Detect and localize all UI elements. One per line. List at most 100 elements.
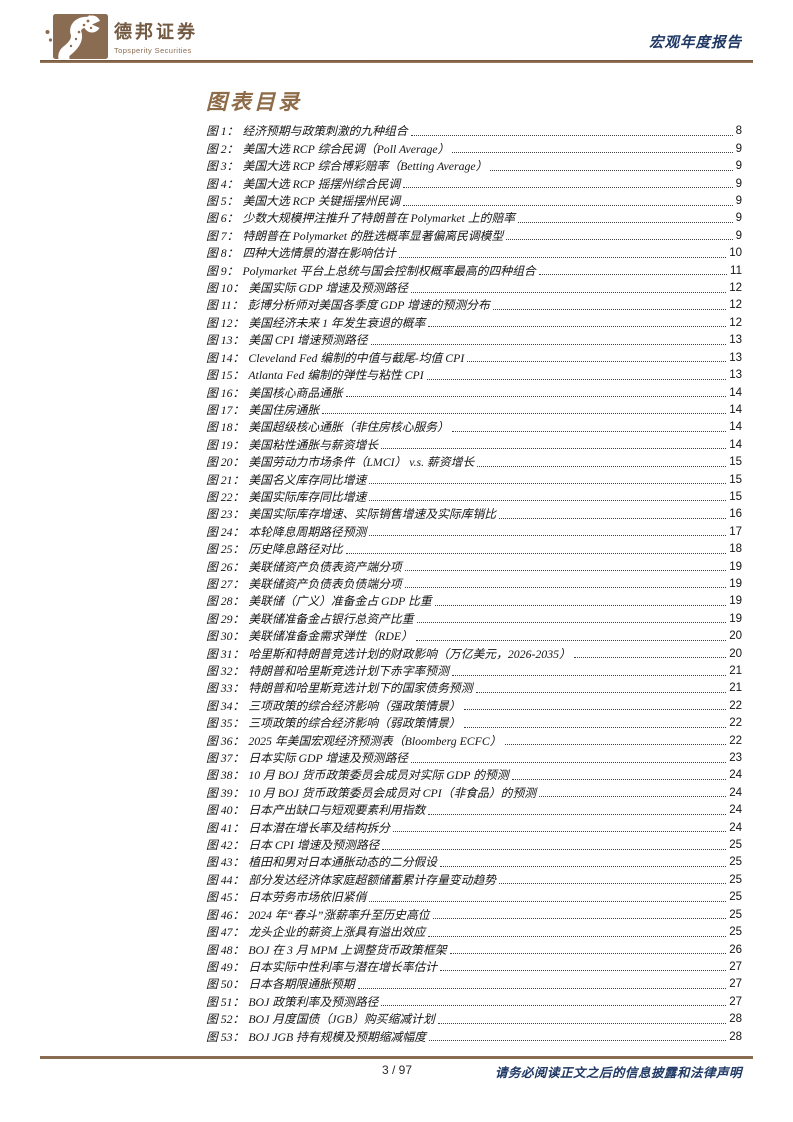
toc-entry-title: 日本实际中性利率与潜在增长率估计 [248,959,438,974]
toc-leader-dots [345,396,727,397]
toc-entry-number: 图 8： [206,246,239,261]
toc-entry[interactable]: 图 37： 日本实际 GDP 增速及预测路径 23 [206,749,742,766]
toc-entry-number: 图 4： [206,176,239,191]
report-type-label: 宏观年度报告 [649,35,742,51]
toc-entry[interactable]: 图 45： 日本劳务市场依旧紧俏 25 [206,888,742,905]
toc-leader-dots [499,883,727,885]
toc-entry-title: 日本实际 GDP 增速及预测路径 [248,751,409,766]
toc-entry[interactable]: 图 21： 美国名义库存同比增速 15 [206,470,742,487]
toc-entry[interactable]: 图 52： BOJ 月度国债（JGB）购买缩减计划 28 [206,1010,742,1027]
toc-entry-label: 图 16： 美国核心商品通胀 [206,386,343,401]
toc-entry-title: 特朗普在 Polymarket 的胜选概率显著偏离民调模型 [242,228,504,243]
toc-entry[interactable]: 图 17： 美国住房通胀 14 [206,401,742,418]
toc-entry-label: 图 15： Atlanta Fed 编制的弹性与粘性 CPI [206,368,424,383]
toc-entry[interactable]: 图 28： 美联储（广义）准备金占 GDP 比重 19 [206,592,742,609]
toc-leader-dots [369,500,727,502]
toc-entry-number: 图 25： [206,542,245,557]
toc-entry-title: 三项政策的综合经济影响（强政策情景） [248,698,461,713]
toc-entry[interactable]: 图 22： 美国实际库存同比增速 15 [206,488,742,505]
toc-entry-title: 美国经济未来 1 年发生衰退的概率 [248,315,426,330]
toc-entry[interactable]: 图 31： 哈里斯和特朗普竞选计划的财政影响（万亿美元，2026-2035） 20 [206,644,742,661]
toc-entry[interactable]: 图 23： 美国实际库存增速、实际销售增速及实际库销比 16 [206,505,742,522]
toc-entry[interactable]: 图 6： 少数大规模押注推升了特朗普在 Polymarket 上的赔率 9 [206,209,742,226]
toc-entry-page: 13 [729,351,742,364]
toc-entry-page: 24 [729,786,742,799]
toc-entry-label: 图 1： 经济预期与政策刺激的九种组合 [206,124,408,139]
toc-entry[interactable]: 图 53： BOJ JGB 持有规模及预期缩减幅度 28 [206,1027,742,1044]
toc-entry[interactable]: 图 42： 日本 CPI 增速及预测路径 25 [206,836,742,853]
toc-entry[interactable]: 图 48： BOJ 在 3 月 MPM 上调整货币政策框架 26 [206,940,742,957]
toc-entry[interactable]: 图 19： 美国粘性通胀与薪资增长 14 [206,435,742,452]
toc-entry-label: 图 30： 美联储准备金需求弹性（RDE） [206,629,413,644]
toc-entry[interactable]: 图 40： 日本产出缺口与短观要素利用指数 24 [206,801,742,818]
toc-entry-page: 27 [729,960,742,973]
toc-entry-label: 图 21： 美国名义库存同比增速 [206,473,366,488]
toc-entry[interactable]: 图 26： 美联储资产负债表资产端分项 19 [206,557,742,574]
toc-entry[interactable]: 图 4： 美国大选 RCP 摇摆州综合民调 9 [206,174,742,191]
toc-entry[interactable]: 图 44： 部分发达经济体家庭超额储蓄累计存量变动趋势 25 [206,870,742,887]
toc-entry-title: BOJ JGB 持有规模及预期缩减幅度 [248,1029,426,1044]
toc-entry-title: 10 月 BOJ 货币政策委员会成员对实际 GDP 的预测 [248,768,509,783]
toc-entry[interactable]: 图 32： 特朗普和哈里斯竞选计划下赤字率预测 21 [206,662,742,679]
toc-entry-number: 图 33： [206,681,245,696]
toc-entry[interactable]: 图 33： 特朗普和哈里斯竞选计划下的国家债务预测 21 [206,679,742,696]
toc-entry[interactable]: 图 24： 本轮降息周期路径预测 17 [206,522,742,539]
toc-entry-title: 美国住房通胀 [248,402,320,417]
toc-entry[interactable]: 图 20： 美国劳动力市场条件（LMCI） v.s. 薪资增长 15 [206,453,742,470]
toc-entry[interactable]: 图 11： 彭博分析师对美国各季度 GDP 增速的预测分布 12 [206,296,742,313]
toc-leader-dots [428,1040,727,1042]
toc-entry[interactable]: 图 36： 2025 年美国宏观经济预测表（Bloomberg ECFC） 22 [206,731,742,748]
toc-entry[interactable]: 图 34： 三项政策的综合经济影响（强政策情景） 22 [206,696,742,713]
toc-entry[interactable]: 图 46： 2024 年“春斗”涨薪率升至历史高位 25 [206,905,742,922]
toc-entry[interactable]: 图 9： Polymarket 平台上总统与国会控制权概率最高的四种组合 11 [206,261,742,278]
toc-entry-page: 22 [729,699,742,712]
toc-entry-title: 美国粘性通胀与薪资增长 [248,437,379,452]
toc-entry[interactable]: 图 50： 日本各期限通胀预期 27 [206,975,742,992]
toc-entry[interactable]: 图 7： 特朗普在 Polymarket 的胜选概率显著偏离民调模型 9 [206,226,742,243]
toc-entry[interactable]: 图 27： 美联储资产负债表负债端分项 19 [206,575,742,592]
toc-entry[interactable]: 图 29： 美联储准备金占银行总资产比重 19 [206,609,742,626]
toc-entry-number: 图 11： [206,298,244,313]
toc-entry-page: 14 [729,421,742,434]
toc-entry-label: 图 52： BOJ 月度国债（JGB）购买缩减计划 [206,1012,435,1027]
toc-entry[interactable]: 图 49： 日本实际中性利率与潜在增长率估计 27 [206,958,742,975]
toc-entry[interactable]: 图 1： 经济预期与政策刺激的九种组合 8 [206,122,742,139]
toc-entry[interactable]: 图 18： 美国超级核心通胀（非住房核心服务） 14 [206,418,742,435]
toc-leader-dots [492,308,727,310]
toc-entry[interactable]: 图 43： 植田和男对日本通胀动态的二分假设 25 [206,853,742,870]
toc-entry[interactable]: 图 51： BOJ 政策利率及预测路径 27 [206,992,742,1009]
toc-entry[interactable]: 图 15： Atlanta Fed 编制的弹性与粘性 CPI 13 [206,366,742,383]
toc-entry-page: 27 [729,978,742,991]
toc-entry[interactable]: 图 35： 三项政策的综合经济影响（弱政策情景） 22 [206,714,742,731]
toc-entry-number: 图 49： [206,959,245,974]
toc-entry[interactable]: 图 13： 美国 CPI 增速预测路径 13 [206,331,742,348]
toc-entry[interactable]: 图 41： 日本潜在增长率及结构拆分 24 [206,818,742,835]
toc-entry[interactable]: 图 14： Cleveland Fed 编制的中值与截尾-均值 CPI 13 [206,348,742,365]
toc-leader-dots [398,256,727,258]
toc-leader-dots [428,326,727,328]
toc-entry-number: 图 17： [206,402,245,417]
toc-entry[interactable]: 图 2： 美国大选 RCP 综合民调（Poll Average） 9 [206,139,742,156]
toc-entry-page: 24 [729,804,742,817]
toc-leader-dots [381,448,727,450]
toc-entry[interactable]: 图 16： 美国核心商品通胀 14 [206,383,742,400]
toc-leader-dots [369,535,727,537]
toc-entry[interactable]: 图 30： 美联储准备金需求弹性（RDE） 20 [206,627,742,644]
toc-entry[interactable]: 图 8： 四种大选情景的潜在影响估计 10 [206,244,742,261]
toc-entry[interactable]: 图 47： 龙头企业的薪资上涨具有溢出效应 25 [206,923,742,940]
toc-entry-label: 图 51： BOJ 政策利率及预测路径 [206,995,378,1010]
toc-entry[interactable]: 图 38： 10 月 BOJ 货币政策委员会成员对实际 GDP 的预测 24 [206,766,742,783]
toc-entry-title: 彭博分析师对美国各季度 GDP 增速的预测分布 [247,298,490,313]
toc-entry[interactable]: 图 12： 美国经济未来 1 年发生衰退的概率 12 [206,313,742,330]
toc-entry-page: 14 [729,386,742,399]
toc-entry-number: 图 29： [206,611,245,626]
toc-entry-number: 图 42： [206,838,245,853]
toc-leader-dots [467,361,727,363]
toc-entry[interactable]: 图 3： 美国大选 RCP 综合博彩赔率（Betting Average） 9 [206,157,742,174]
toc-entry-page: 19 [729,577,742,590]
toc-entry[interactable]: 图 5： 美国大选 RCP 关键摇摆州民调 9 [206,192,742,209]
toc-entry[interactable]: 图 10： 美国实际 GDP 增速及预测路径 12 [206,279,742,296]
toc-entry[interactable]: 图 39： 10 月 BOJ 货币政策委员会成员对 CPI（非食品）的预测 24 [206,783,742,800]
toc-entry[interactable]: 图 25： 历史降息路径对比 18 [206,540,742,557]
